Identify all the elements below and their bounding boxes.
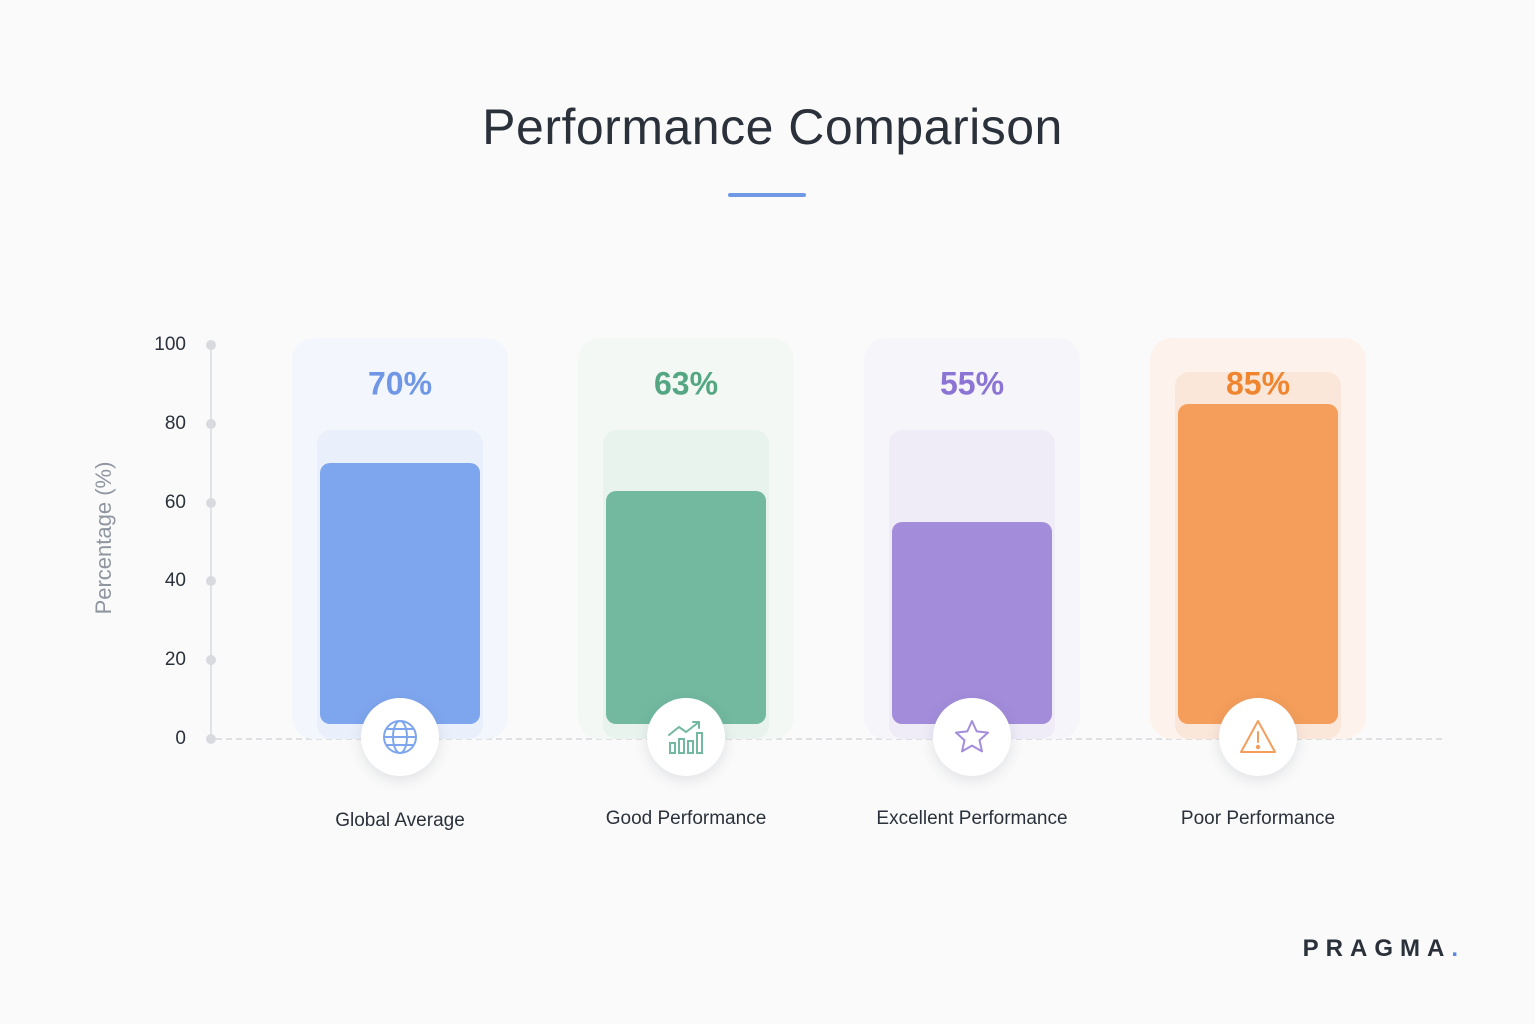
brand-dot: . [1451,935,1465,962]
globe-icon [380,717,420,757]
bar-value-label: 63% [653,365,719,402]
y-tick-label: 80 [164,412,186,434]
bar [606,490,766,724]
brand-name: PRAGMA [1302,935,1452,962]
y-tick-dot [206,340,216,350]
brand-logo: PRAGMA. [1303,935,1465,963]
bar-value-label: 55% [939,365,1005,402]
y-tick-label: 60 [164,491,186,513]
y-tick-label: 100 [154,334,186,355]
bar [320,463,480,724]
title-underline [728,193,806,197]
bar [892,522,1052,724]
bar [1178,404,1338,724]
y-axis-label: Percentage (%) [91,461,116,615]
y-tick-dot [206,734,216,744]
y-tick-dot [206,576,216,587]
category-icon-badge [1219,698,1297,776]
category-icon-badge [361,698,439,776]
bar-value-label: 70% [367,365,433,402]
category-icon-badge [933,698,1011,776]
y-tick-dot [206,497,216,508]
warning-icon [1237,717,1279,757]
category-icon-badge [647,698,725,776]
bar-value-label: 85% [1225,365,1291,402]
x-category-label: Excellent Performance [876,808,1068,829]
x-category-label: Good Performance [605,808,767,829]
x-category-label: Poor Performance [1180,808,1336,829]
trend-up-icon [665,717,707,757]
y-tick-label: 0 [175,728,186,749]
y-tick-dot [206,418,216,429]
y-tick-dot [206,655,216,666]
y-tick-label: 20 [164,649,186,671]
baseline-dashed [216,738,1442,740]
y-axis-line [210,345,212,739]
chart-title: Performance Comparison [482,99,1063,155]
star-icon [952,717,992,757]
x-category-label: Global Average [335,810,465,831]
y-tick-label: 40 [164,570,186,592]
